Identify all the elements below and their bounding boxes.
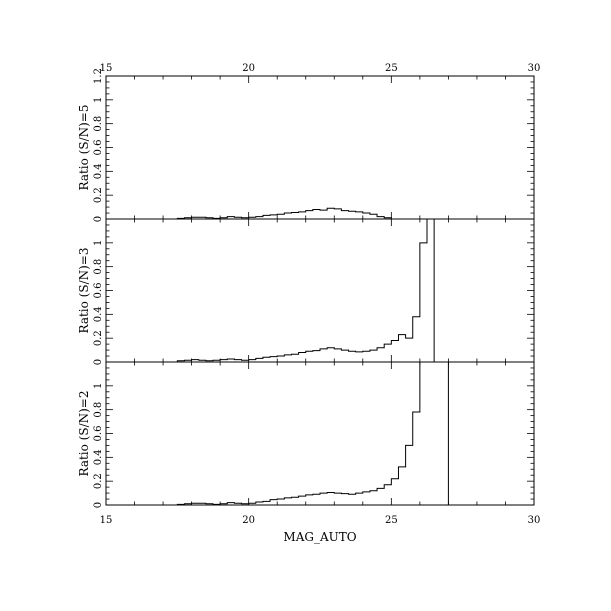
x-tick-label-top: 30 <box>528 63 541 74</box>
panel-top-frame <box>105 75 535 220</box>
panel-middle-ylabel: Ratio (S/N)=3 <box>77 248 91 334</box>
y-tick-label: 0.6 <box>93 140 104 156</box>
panel-top-y-tick-labels: 0 0.2 0.4 0.6 0.8 1 1.2 <box>93 68 104 222</box>
panel-middle: 0 0.2 0.4 0.6 0.8 1 Ratio (S/N)=3 <box>77 218 535 366</box>
panel-middle-ticks <box>105 218 535 363</box>
panel-top-histogram <box>176 207 392 219</box>
y-tick-label: 1.2 <box>93 68 104 84</box>
y-tick-label: 0 <box>93 216 104 222</box>
x-tick-label-bottom: 25 <box>385 515 398 526</box>
y-tick-label: 1 <box>93 240 104 246</box>
y-tick-label: 0.8 <box>93 259 104 275</box>
x-tick-label-top: 15 <box>100 63 113 74</box>
panel-bottom: 15 20 25 30 0 0.2 0.4 0.6 0.8 1 Ratio (S/N)=2 MA… <box>77 361 541 544</box>
x-tick-label-bottom: 15 <box>100 515 113 526</box>
y-tick-label: 0.4 <box>93 163 104 179</box>
y-tick-label: 0.2 <box>93 473 104 489</box>
panel-bottom-y-tick-labels: 0 0.2 0.4 0.6 0.8 1 <box>93 383 104 509</box>
panel-top-top-tick-labels: 15 20 25 30 <box>100 63 541 74</box>
x-tick-label-bottom: 20 <box>242 515 255 526</box>
panel-bottom-ylabel: Ratio (S/N)=2 <box>77 391 91 477</box>
y-tick-label: 0 <box>93 502 104 508</box>
y-tick-label: 0.2 <box>93 330 104 346</box>
y-tick-label: 0.8 <box>93 402 104 418</box>
x-tick-label-top: 20 <box>242 63 255 74</box>
y-tick-label: 0.4 <box>93 449 104 465</box>
y-tick-label: 0.6 <box>93 426 104 442</box>
x-tick-label-top: 25 <box>385 63 398 74</box>
y-tick-label: 0.2 <box>93 187 104 203</box>
y-tick-label: 1 <box>93 383 104 389</box>
y-tick-label: 1 <box>93 97 104 103</box>
panel-middle-y-tick-labels: 0 0.2 0.4 0.6 0.8 1 <box>93 240 104 366</box>
x-axis-title: MAG_AUTO <box>283 530 356 544</box>
panel-top-ylabel: Ratio (S/N)=5 <box>77 105 91 191</box>
panel-top: 15 20 25 30 0 0.2 0.4 0.6 0.8 1 1.2 Ratio (S/N)=5 <box>77 63 540 222</box>
panel-bottom-frame <box>105 361 535 506</box>
panel-middle-histogram <box>176 218 435 362</box>
y-tick-label: 0 <box>93 359 104 365</box>
y-tick-label: 0.4 <box>93 306 104 322</box>
panel-middle-frame <box>105 218 535 363</box>
y-tick-label: 0.8 <box>93 116 104 132</box>
x-tick-label-bottom: 30 <box>528 515 541 526</box>
panel-top-ticks <box>105 75 535 220</box>
panel-bottom-histogram <box>176 361 449 505</box>
y-tick-label: 0.6 <box>93 283 104 299</box>
panel-bottom-ticks <box>105 361 535 506</box>
panel-bottom-x-tick-labels: 15 20 25 30 <box>100 515 541 526</box>
